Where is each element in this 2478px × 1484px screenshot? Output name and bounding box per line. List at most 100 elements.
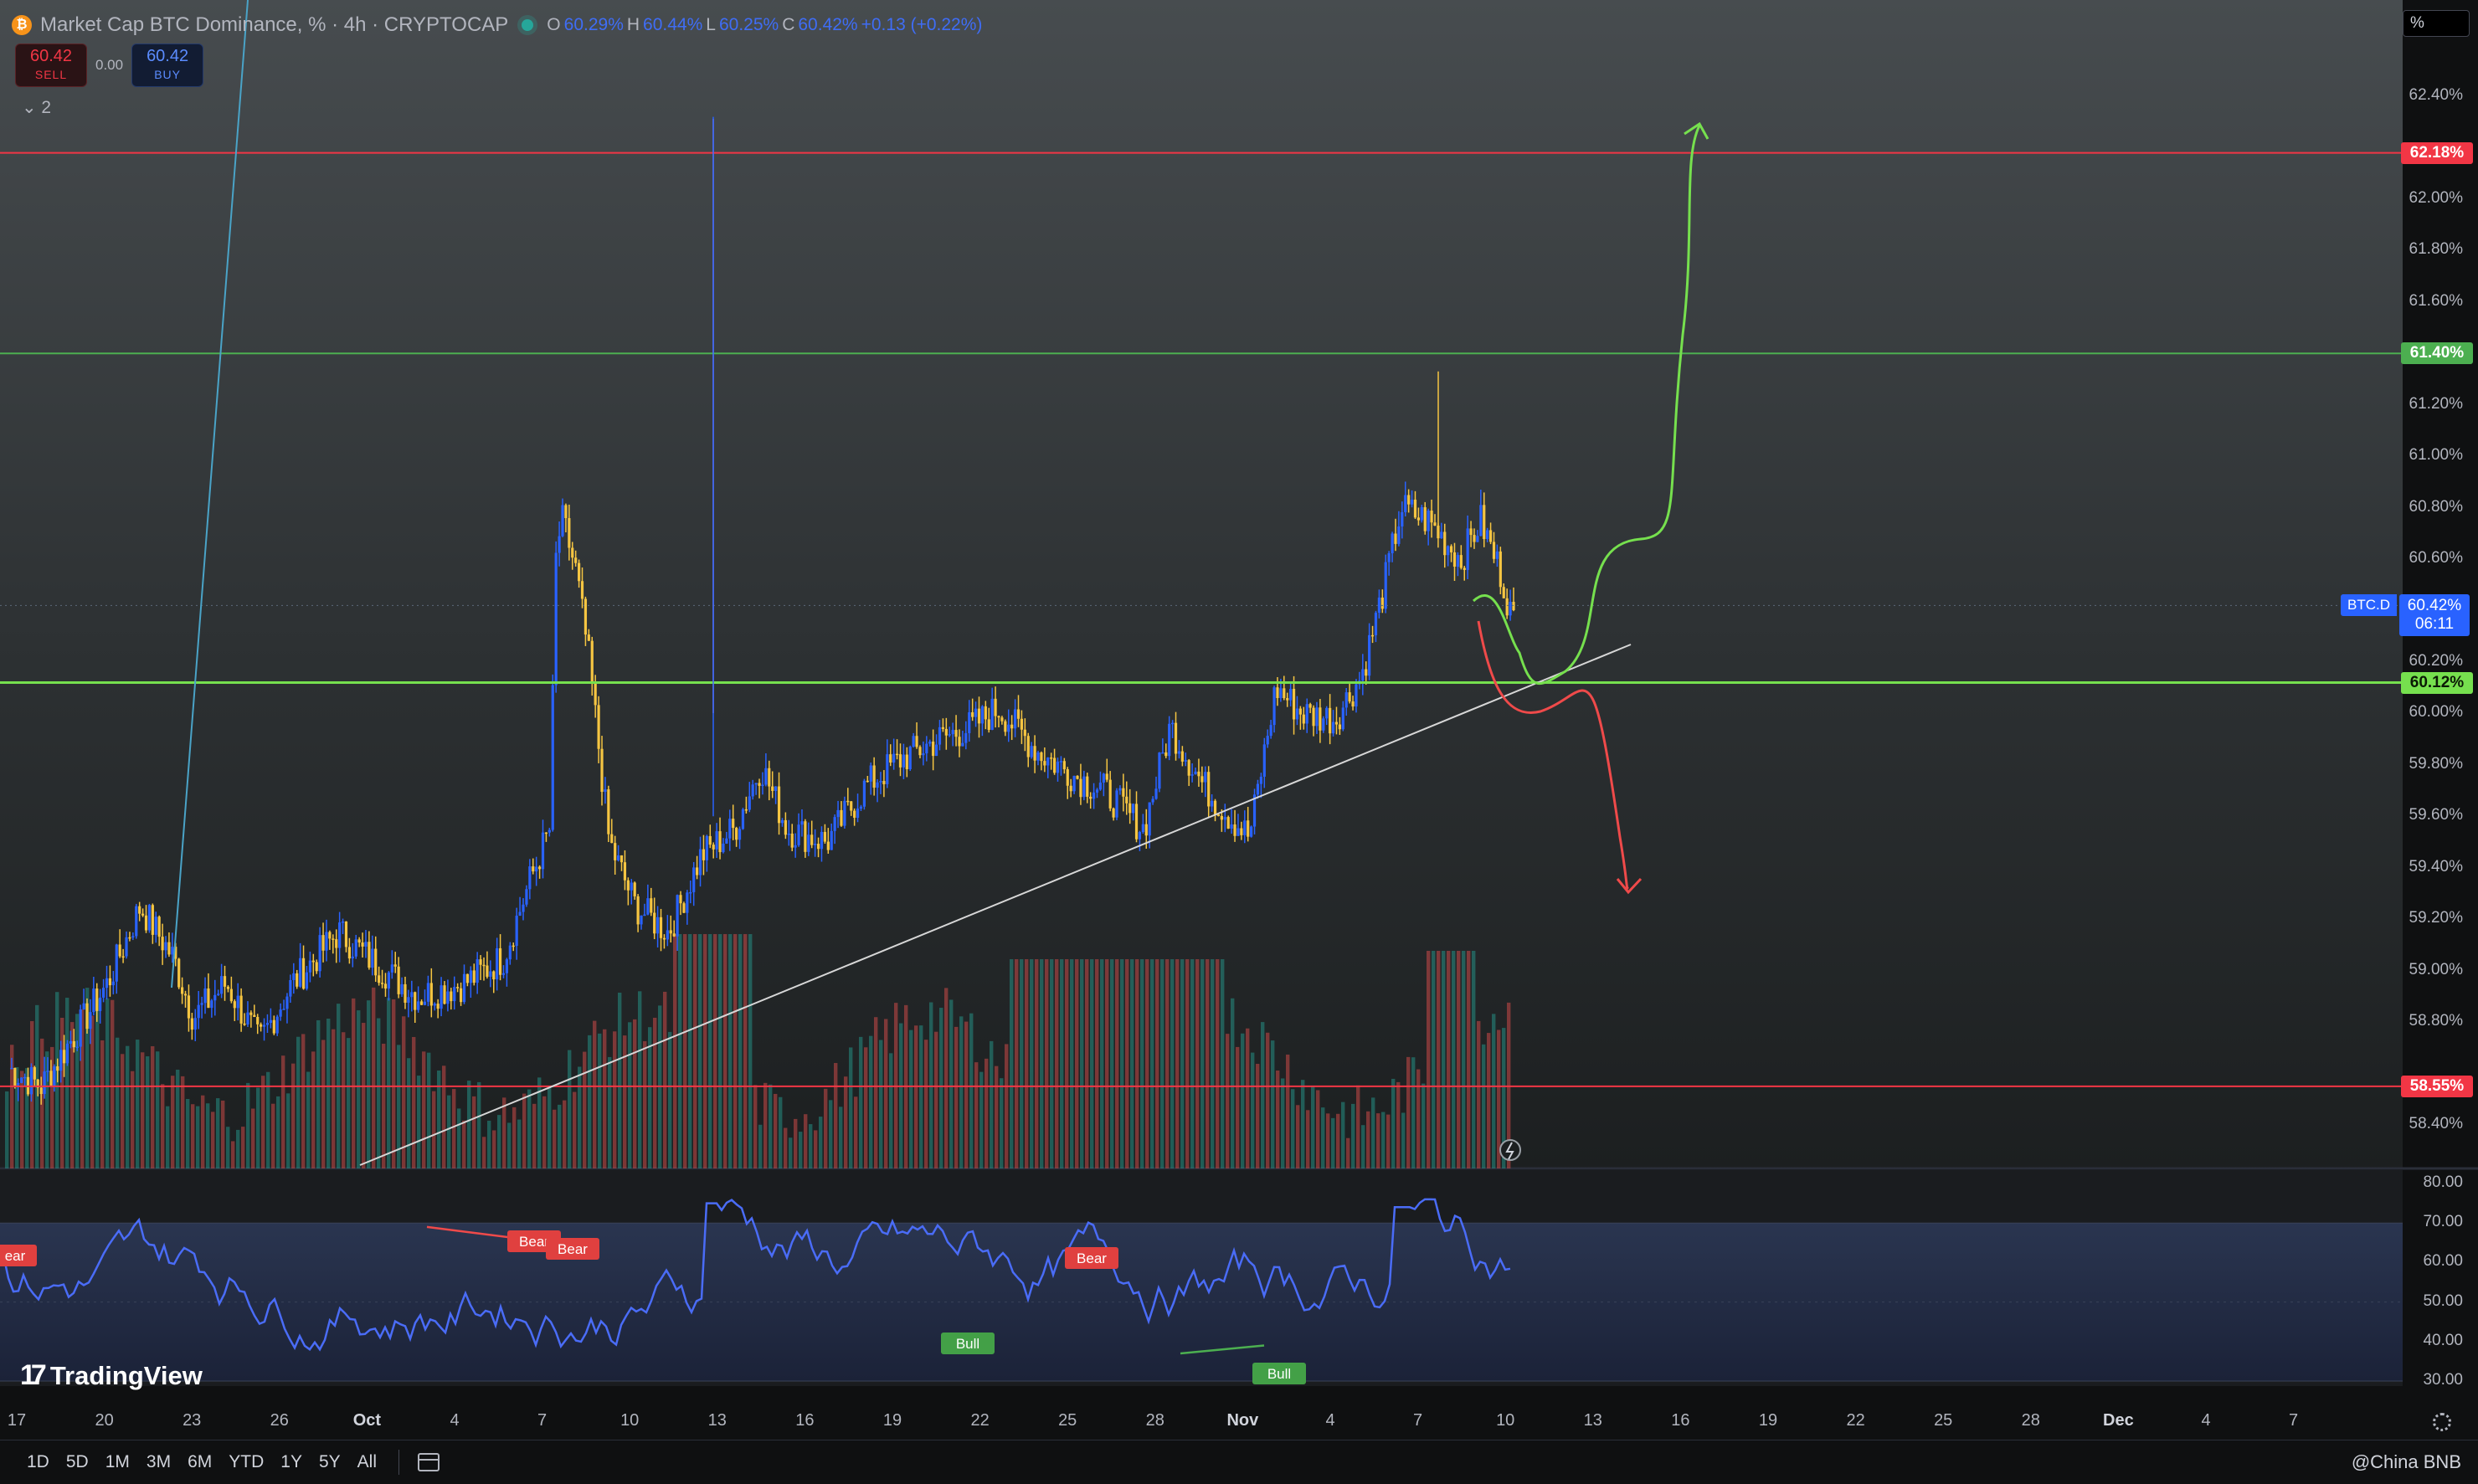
volume-bar: [387, 998, 391, 1168]
range-ytd[interactable]: YTD: [229, 1452, 265, 1471]
candle-body: [869, 765, 872, 782]
candle-body: [1023, 729, 1026, 737]
range-3m[interactable]: 3M: [146, 1452, 172, 1471]
candle-body: [1298, 708, 1302, 715]
candle-body: [423, 1001, 427, 1005]
candle-body: [498, 947, 502, 975]
divergence-label-bear: ear: [0, 1245, 37, 1266]
candle-body: [387, 972, 390, 989]
candle-body: [89, 1012, 92, 1030]
candle-body: [161, 937, 164, 951]
price-tick-label: 60.80%: [2409, 497, 2463, 516]
candle-body: [75, 1046, 79, 1049]
symbol-title[interactable]: Market Cap BTC Dominance, % · 4h · CRYPT…: [40, 13, 509, 36]
tradingview-logo[interactable]: 17 TradingView: [20, 1359, 203, 1391]
range-all[interactable]: All: [357, 1452, 377, 1471]
volume-bar: [844, 1076, 848, 1168]
volume-bar: [1190, 959, 1195, 1168]
range-1m[interactable]: 1M: [105, 1452, 130, 1471]
candle-body: [626, 880, 630, 891]
range-1y[interactable]: 1Y: [280, 1452, 302, 1471]
volume-bar: [1226, 1034, 1230, 1168]
bar-countdown: 06:11: [2414, 615, 2455, 633]
sell-button[interactable]: 60.42 SELL: [15, 44, 87, 87]
candle-body: [1495, 551, 1499, 559]
volume-bar: [774, 1093, 778, 1168]
candle-body: [597, 705, 600, 749]
candle-body: [643, 914, 646, 917]
candle-body: [751, 784, 754, 797]
candle-body: [197, 1004, 200, 1019]
candle-body: [810, 834, 814, 845]
candle-body: [1416, 517, 1421, 521]
candle-body: [994, 698, 997, 716]
candle-body: [1168, 723, 1171, 757]
current-price-box: 60.42% 06:11: [2399, 594, 2470, 636]
candle-body: [262, 1024, 266, 1027]
bottom-toolbar: 1D 5D 1M 3M 6M YTD 1Y 5Y All: [0, 1440, 2478, 1484]
settings-gear-icon[interactable]: [2433, 1413, 2451, 1431]
range-5y[interactable]: 5Y: [318, 1452, 341, 1471]
calendar-icon[interactable]: [418, 1453, 440, 1471]
divergence-label-bg: [0, 1245, 37, 1266]
candle-body: [954, 730, 958, 737]
candle-body: [902, 754, 905, 768]
symbol-header[interactable]: ₿ Market Cap BTC Dominance, % · 4h · CRY…: [12, 8, 982, 42]
time-tick-label: 22: [1846, 1411, 1865, 1430]
buy-button[interactable]: 60.42 BUY: [131, 44, 204, 87]
volume-bar: [176, 1069, 180, 1168]
market-status-icon[interactable]: [522, 19, 534, 31]
volume-bar: [1472, 951, 1476, 1168]
volume-bar: [70, 1022, 75, 1168]
current-price: 60.42%: [2407, 597, 2462, 614]
range-5d[interactable]: 5D: [65, 1452, 89, 1471]
candle-body: [997, 716, 1000, 718]
candle-body: [1161, 752, 1164, 754]
candle-body: [889, 754, 892, 763]
candle-body: [1020, 718, 1024, 730]
candle-body: [220, 976, 224, 994]
candle-body: [1016, 709, 1021, 719]
candle-body: [450, 991, 453, 1002]
candle-body: [958, 737, 961, 747]
volume-bar: [402, 1016, 406, 1168]
volume-bar: [1100, 959, 1104, 1168]
currency-unit-selector[interactable]: %: [2403, 10, 2470, 37]
candle-body: [823, 831, 826, 842]
candle-body: [561, 505, 564, 537]
candle-body: [944, 728, 948, 736]
candle-body: [1473, 535, 1476, 542]
chart-background: [0, 0, 2403, 1168]
candle-body: [239, 995, 243, 1024]
volume-bar: [964, 1021, 969, 1168]
candle-body: [131, 936, 135, 938]
candle-body: [56, 1066, 59, 1071]
candle-body: [13, 1067, 17, 1086]
candle-body: [53, 1066, 56, 1087]
volume-bar: [1045, 959, 1049, 1168]
candle-body: [974, 708, 978, 717]
candle-body: [659, 917, 663, 938]
current-symbol-label: BTC.D: [2341, 594, 2397, 616]
candle-body: [780, 819, 784, 824]
volume-bar: [377, 1018, 381, 1168]
range-6m[interactable]: 6M: [188, 1452, 213, 1471]
indicator-collapse-toggle[interactable]: ⌄ 2: [22, 98, 52, 117]
time-tick-label: 7: [1413, 1411, 1423, 1430]
price-tick-label: 59.20%: [2409, 909, 2463, 927]
volume-bar: [105, 998, 110, 1168]
volume-bar: [1251, 1052, 1255, 1168]
candle-body: [1144, 824, 1148, 836]
candle-body: [853, 810, 856, 818]
volume-bar: [869, 1035, 873, 1168]
candle-body: [1171, 722, 1175, 725]
candle-body: [1344, 692, 1348, 708]
candle-body: [285, 996, 289, 1009]
volume-bar: [1487, 1033, 1491, 1168]
divergence-label-text: Bull: [956, 1336, 979, 1352]
volume-bar: [75, 1014, 80, 1168]
candle-body: [332, 938, 335, 940]
volume-bar: [412, 1036, 416, 1168]
range-1d[interactable]: 1D: [27, 1452, 49, 1471]
